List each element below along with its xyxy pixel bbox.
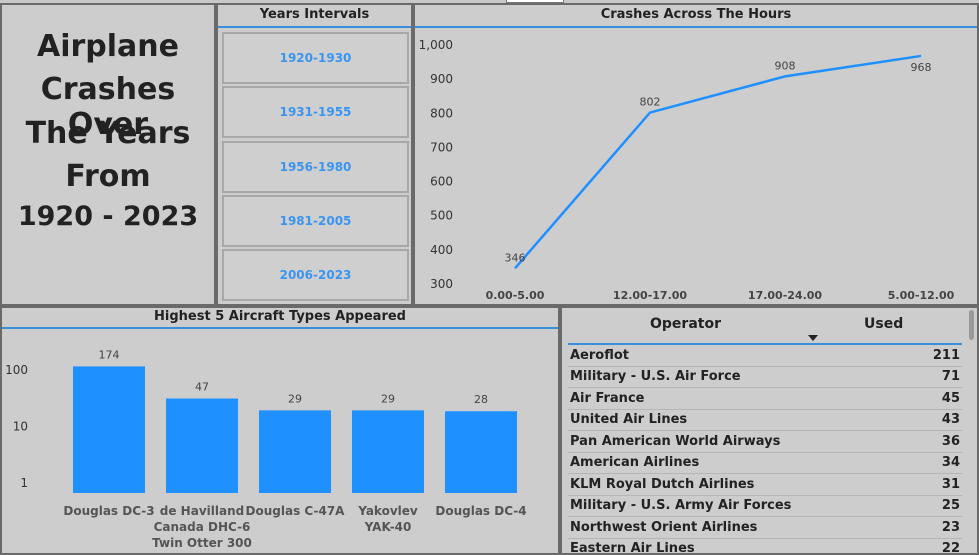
bar xyxy=(352,410,424,493)
data-label: 29 xyxy=(288,392,302,405)
data-label: 908 xyxy=(775,59,796,72)
table-row[interactable]: Military - U.S. Army Air Forces 25 xyxy=(568,496,962,517)
x-tick-label: 5.00-12.00 xyxy=(888,289,955,302)
x-tick-label: Douglas C-47A xyxy=(246,504,346,518)
years-intervals-title: Years Intervals xyxy=(259,7,370,22)
used-cell: 43 xyxy=(941,412,960,427)
data-label: 174 xyxy=(99,348,120,361)
x-tick-label: Yakovlev xyxy=(357,504,418,518)
used-cell: 34 xyxy=(941,455,960,470)
line-chart-title: Crashes Across The Hours xyxy=(600,7,792,22)
y-tick-label: 700 xyxy=(430,140,453,154)
table-row[interactable]: Air France 45 xyxy=(568,389,962,410)
used-cell: 31 xyxy=(941,477,960,492)
x-tick-label: YAK-40 xyxy=(364,520,412,534)
operator-table: Operator Used Aeroflot 211 Military - U.S… xyxy=(560,306,979,555)
used-cell: 22 xyxy=(941,541,960,555)
y-tick-label: 500 xyxy=(430,209,453,223)
x-tick-label: 0.00-5.00 xyxy=(486,289,545,302)
operator-cell: Pan American World Airways xyxy=(570,434,781,449)
x-tick-label: 12.00-17.00 xyxy=(613,289,687,302)
title-line-2: Crashes Over xyxy=(40,72,176,142)
bar xyxy=(73,366,145,493)
title-line-5: 1920 - 2023 xyxy=(17,201,199,232)
sort-descending-icon[interactable] xyxy=(808,335,818,341)
title-line-1: Airplane xyxy=(36,29,179,64)
data-label: 47 xyxy=(195,381,209,394)
y-tick-label: 300 xyxy=(430,277,453,291)
years-intervals-slicer: Years Intervals 1920-1930 1931-1955 1956… xyxy=(216,3,413,306)
y-tick-label: 10 xyxy=(13,420,28,434)
operator-cell: Military - U.S. Air Force xyxy=(570,369,741,384)
table-row[interactable]: KLM Royal Dutch Airlines 31 xyxy=(568,475,962,496)
y-tick-label: 400 xyxy=(430,243,453,257)
used-cell: 23 xyxy=(941,520,960,535)
crashes-hours-line-chart: Crashes Across The Hours 1,000 900 800 700 6… xyxy=(413,3,979,306)
y-tick-label: 1 xyxy=(20,476,28,490)
used-column-header[interactable]: Used xyxy=(864,316,904,332)
title-line-3: The Years xyxy=(25,116,191,151)
table-row[interactable]: Northwest Orient Airlines 23 xyxy=(568,518,962,539)
interval-button-1981-2005[interactable]: 1981-2005 xyxy=(222,195,409,247)
x-tick-label: 17.00-24.00 xyxy=(748,289,822,302)
x-tick-label: Canada DHC-6 xyxy=(154,520,251,534)
table-scrollbar[interactable] xyxy=(969,310,974,340)
x-tick-label: Douglas DC-4 xyxy=(435,504,526,518)
data-label: 968 xyxy=(911,61,932,74)
operator-cell: American Airlines xyxy=(570,455,700,470)
bar-chart-title: Highest 5 Aircraft Types Appeared xyxy=(154,309,406,324)
bar xyxy=(259,410,331,493)
interval-button-2006-2023[interactable]: 2006-2023 xyxy=(222,249,409,301)
x-tick-label: Twin Otter 300 xyxy=(152,536,252,550)
title-underline xyxy=(2,327,558,329)
interval-button-1931-1955[interactable]: 1931-1955 xyxy=(222,86,409,138)
series-line xyxy=(514,54,922,270)
dashboard-title-panel: Airplane Crashes Over The Years From 192… xyxy=(0,3,216,306)
used-cell: 25 xyxy=(941,498,960,513)
data-label: 802 xyxy=(640,96,661,109)
data-label: 346 xyxy=(505,251,526,264)
used-cell: 71 xyxy=(941,369,960,384)
aircraft-types-bar-chart: Highest 5 Aircraft Types Appeared 100 10 1… xyxy=(0,306,560,555)
interval-button-1956-1980[interactable]: 1956-1980 xyxy=(222,141,409,193)
used-cell: 211 xyxy=(932,348,960,363)
y-tick-label: 100 xyxy=(5,363,28,377)
table-row[interactable]: Eastern Air Lines 22 xyxy=(568,539,962,555)
x-tick-label: de Havilland xyxy=(160,504,244,518)
line-chart-plot[interactable]: 1,000 900 800 700 600 500 400 300 0.00-5.00 12.00… xyxy=(415,28,977,304)
table-row[interactable]: Military - U.S. Air Force 71 xyxy=(568,367,962,388)
data-label: 28 xyxy=(474,393,488,406)
operator-column-header[interactable]: Operator xyxy=(650,316,721,332)
table-row[interactable]: Pan American World Airways 36 xyxy=(568,432,962,453)
table-row[interactable]: United Air Lines 43 xyxy=(568,410,962,431)
title-underline xyxy=(415,26,977,28)
bar xyxy=(166,398,238,493)
bar xyxy=(445,411,517,493)
title-underline xyxy=(218,26,411,28)
y-tick-label: 900 xyxy=(430,72,453,86)
page-tab-indicator xyxy=(506,0,564,3)
operator-cell: Aeroflot xyxy=(570,348,630,363)
operator-cell: KLM Royal Dutch Airlines xyxy=(570,477,755,492)
used-cell: 45 xyxy=(941,391,960,406)
operator-cell: Eastern Air Lines xyxy=(570,541,695,555)
used-cell: 36 xyxy=(941,434,960,449)
data-label: 29 xyxy=(381,392,395,405)
bar-chart-plot[interactable]: 100 10 1 174 47 29 29 28 Douglas DC-3 de Havillan… xyxy=(2,329,558,553)
operator-cell: Air France xyxy=(570,391,645,406)
x-tick-label: Douglas DC-3 xyxy=(63,504,154,518)
y-tick-label: 800 xyxy=(430,106,453,120)
y-tick-label: 1,000 xyxy=(419,38,453,52)
header-underline xyxy=(568,343,962,345)
operator-cell: United Air Lines xyxy=(570,412,688,427)
operator-cell: Military - U.S. Army Air Forces xyxy=(570,498,792,513)
y-tick-label: 600 xyxy=(430,175,453,189)
table-row[interactable]: Aeroflot 211 xyxy=(568,346,962,367)
title-line-4: From xyxy=(65,159,151,194)
interval-button-1920-1930[interactable]: 1920-1930 xyxy=(222,32,409,84)
table-row[interactable]: American Airlines 34 xyxy=(568,453,962,474)
operator-cell: Northwest Orient Airlines xyxy=(570,520,758,535)
